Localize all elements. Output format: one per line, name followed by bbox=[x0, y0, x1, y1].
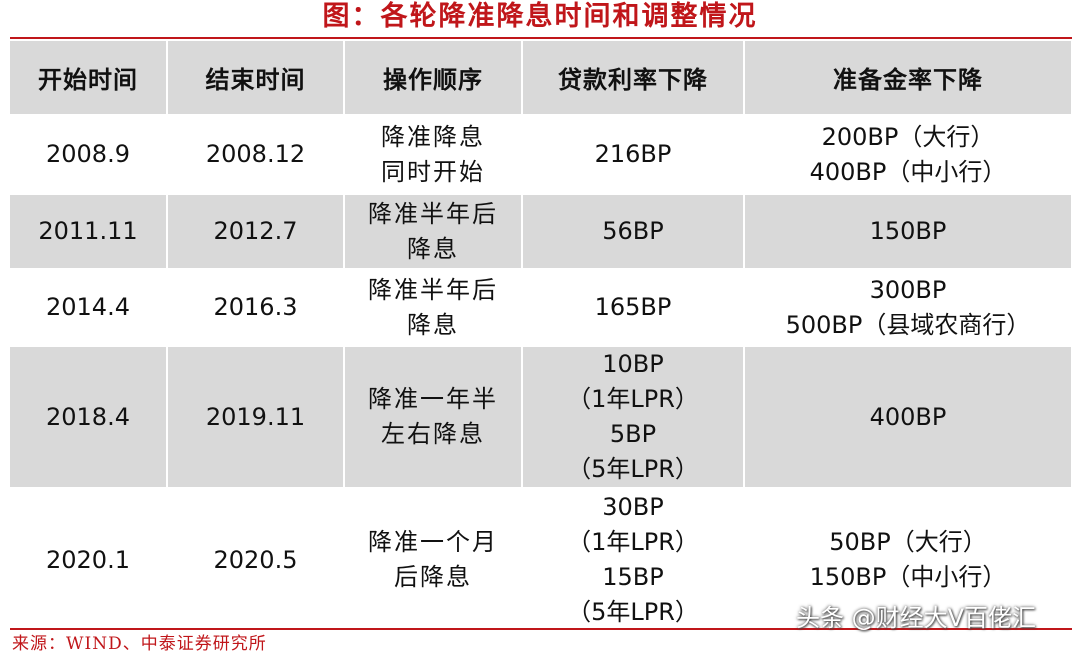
header-operation-order: 操作顺序 bbox=[344, 41, 523, 117]
cell-reserve-ratio-cut-line: 300BP bbox=[869, 275, 947, 304]
cell-loan-rate-cut-line: 5BP bbox=[609, 420, 657, 448]
cell-start-time: 2014.4 bbox=[10, 269, 168, 347]
cell-operation-order-line: 降息 bbox=[407, 234, 459, 263]
header-reserve-ratio-cut: 准备金率下降 bbox=[744, 41, 1073, 117]
source-note: 来源：WIND、中泰证券研究所 bbox=[12, 634, 267, 654]
cell-loan-rate-cut: 10BP （1年LPR） 5BP （5年LPR） bbox=[522, 345, 745, 490]
table-row: 2020.1 2020.5 降准一个月 后降息 30BP （1年LPR） 15BP （5年LP… bbox=[10, 488, 1073, 633]
figure-title: 图：各轮降准降息时间和调整情况 bbox=[322, 1, 758, 32]
cell-reserve-ratio-cut: 50BP（大行） 150BP（中小行） bbox=[744, 488, 1073, 633]
cell-operation-order-line: 降准一个月 bbox=[368, 528, 498, 556]
cell-loan-rate-cut-line: （1年LPR） bbox=[567, 385, 699, 413]
cell-loan-rate-cut-line: 165BP bbox=[594, 293, 672, 321]
cell-end-time: 2012.7 bbox=[167, 193, 345, 271]
header-start-time: 开始时间 bbox=[10, 41, 168, 117]
rate-cut-table: 开始时间 结束时间 操作顺序 贷款利率下降 准备金率下降 2008.9 2008.… bbox=[10, 41, 1073, 633]
cell-loan-rate-cut-line: 56BP bbox=[602, 217, 664, 245]
cell-loan-rate-cut: 216BP bbox=[522, 115, 745, 195]
header-end-time: 结束时间 bbox=[167, 41, 345, 117]
cell-reserve-ratio-cut-line: 400BP（中小行） bbox=[809, 157, 1007, 186]
cell-operation-order: 降准半年后 降息 bbox=[344, 193, 523, 271]
cell-operation-order: 降准降息 同时开始 bbox=[344, 115, 523, 195]
bottom-rule bbox=[10, 628, 1072, 630]
cell-loan-rate-cut: 56BP bbox=[522, 193, 745, 271]
cell-reserve-ratio-cut-line: 150BP（中小行） bbox=[809, 563, 1007, 591]
cell-end-time: 2016.3 bbox=[167, 269, 345, 347]
cell-loan-rate-cut: 30BP （1年LPR） 15BP （5年LPR） bbox=[522, 488, 745, 633]
cell-operation-order: 降准一个月 后降息 bbox=[344, 488, 523, 633]
header-loan-rate-cut: 贷款利率下降 bbox=[522, 41, 745, 117]
cell-reserve-ratio-cut: 400BP bbox=[744, 345, 1073, 490]
cell-operation-order-line: 同时开始 bbox=[381, 157, 485, 186]
cell-reserve-ratio-cut-line: 400BP bbox=[869, 402, 947, 431]
watermark: 头条 @财经大V百佬汇 bbox=[796, 604, 1037, 632]
table-row: 2008.9 2008.12 降准降息 同时开始 216BP 200BP（大行） 400BP… bbox=[10, 115, 1073, 195]
cell-reserve-ratio-cut: 150BP bbox=[744, 193, 1073, 271]
cell-reserve-ratio-cut-line: 200BP（大行） bbox=[821, 122, 995, 151]
table-row: 2018.4 2019.11 降准一年半 左右降息 10BP （1年LPR） 5BP （5年L… bbox=[10, 345, 1073, 490]
cell-end-time: 2008.12 bbox=[167, 115, 345, 195]
table-row: 2011.11 2012.7 降准半年后 降息 56BP 150BP bbox=[10, 193, 1073, 271]
header-row: 开始时间 结束时间 操作顺序 贷款利率下降 准备金率下降 bbox=[10, 41, 1073, 117]
cell-operation-order-line: 降准降息 bbox=[381, 122, 485, 151]
cell-end-time: 2020.5 bbox=[167, 488, 345, 633]
cell-reserve-ratio-cut-line: 150BP bbox=[869, 217, 947, 245]
cell-loan-rate-cut-line: 30BP bbox=[602, 493, 664, 521]
cell-operation-order-line: 降准半年后 bbox=[368, 275, 498, 304]
cell-end-time: 2019.11 bbox=[167, 345, 345, 490]
cell-loan-rate-cut-line: 10BP bbox=[602, 350, 664, 378]
cell-loan-rate-cut-line: 216BP bbox=[594, 140, 672, 168]
cell-reserve-ratio-cut: 300BP 500BP（县域农商行） bbox=[744, 269, 1073, 347]
cell-operation-order-line: 降准半年后 bbox=[368, 199, 498, 228]
cell-operation-order-line: 左右降息 bbox=[381, 420, 485, 448]
cell-operation-order-line: 后降息 bbox=[394, 563, 472, 591]
cell-loan-rate-cut-line: （1年LPR） bbox=[567, 528, 699, 556]
cell-loan-rate-cut-line: （5年LPR） bbox=[567, 598, 699, 626]
cell-operation-order: 降准半年后 降息 bbox=[344, 269, 523, 347]
cell-operation-order: 降准一年半 左右降息 bbox=[344, 345, 523, 490]
cell-start-time: 2020.1 bbox=[10, 488, 168, 633]
table-row: 2014.4 2016.3 降准半年后 降息 165BP 300BP 500BP（县域农商行… bbox=[10, 269, 1073, 347]
cell-start-time: 2008.9 bbox=[10, 115, 168, 195]
cell-operation-order-line: 降准一年半 bbox=[368, 385, 498, 413]
cell-loan-rate-cut-line: （5年LPR） bbox=[567, 455, 699, 483]
cell-start-time: 2011.11 bbox=[10, 193, 168, 271]
cell-loan-rate-cut: 165BP bbox=[522, 269, 745, 347]
cell-reserve-ratio-cut: 200BP（大行） 400BP（中小行） bbox=[744, 115, 1073, 195]
cell-reserve-ratio-cut-line: 50BP（大行） bbox=[829, 528, 987, 556]
cell-loan-rate-cut-line: 15BP bbox=[602, 563, 664, 591]
cell-start-time: 2018.4 bbox=[10, 345, 168, 490]
cell-reserve-ratio-cut-line: 500BP（县域农商行） bbox=[785, 310, 1031, 339]
cell-operation-order-line: 降息 bbox=[407, 310, 459, 339]
top-rule bbox=[10, 37, 1072, 39]
